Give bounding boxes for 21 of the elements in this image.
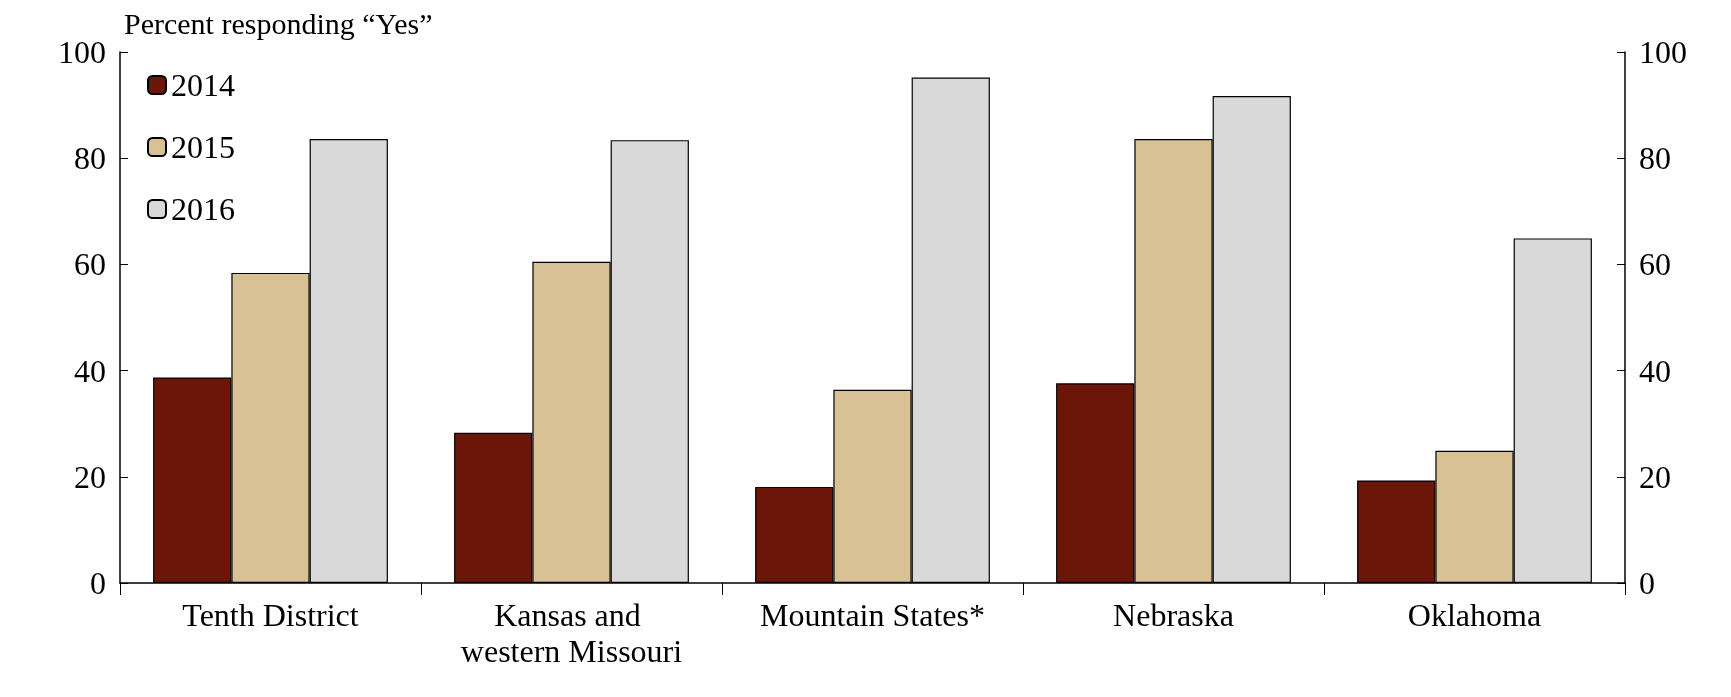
- legend-label: 2016: [171, 191, 235, 227]
- legend-label: 2015: [171, 129, 235, 165]
- x-tick-label: Oklahoma: [1407, 597, 1542, 633]
- y-tick-label: 20: [74, 458, 106, 495]
- y-tick-label: 0: [90, 565, 106, 601]
- x-tick-label: Tenth District: [182, 597, 359, 633]
- y2-tick-label: 20: [1639, 458, 1671, 495]
- y2-tick-label: 40: [1639, 352, 1671, 389]
- y2-tick-label: 100: [1639, 34, 1687, 70]
- x-tick-label: Nebraska: [1113, 597, 1234, 633]
- x-tick-label: Kansas and western Missouri: [460, 597, 683, 669]
- y-tick-label: 80: [74, 140, 106, 177]
- y2-tick-label: 80: [1639, 140, 1671, 177]
- y-tick-label: 100: [58, 34, 106, 70]
- y-tick-label: 60: [74, 246, 106, 283]
- y-axis-title: Percent responding “Yes”: [124, 6, 433, 40]
- y2-tick-label: 60: [1639, 246, 1671, 283]
- y2-tick-label: 0: [1639, 565, 1655, 601]
- y-tick-label: 40: [74, 352, 106, 389]
- legend-label: 2014: [171, 67, 235, 103]
- x-tick-label: Mountain States*: [760, 597, 985, 633]
